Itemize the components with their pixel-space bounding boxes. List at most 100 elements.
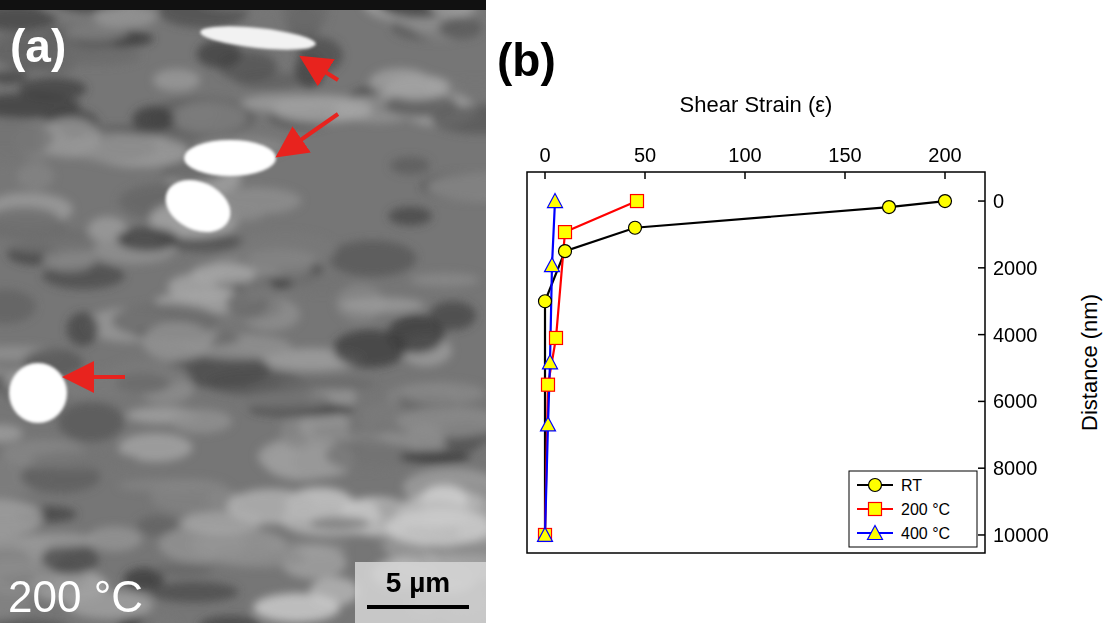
x-axis-title: Shear Strain (ε) xyxy=(680,92,833,117)
grain xyxy=(129,231,160,249)
y-tick xyxy=(978,334,985,336)
x-tick-label: 50 xyxy=(634,144,656,166)
grain xyxy=(170,409,232,433)
x-tick xyxy=(944,172,946,179)
grain xyxy=(385,510,486,546)
grain xyxy=(0,499,43,538)
data-point xyxy=(545,258,560,272)
y-tick-label: 4000 xyxy=(993,324,1038,346)
grain xyxy=(439,17,482,39)
panel-label: (b) xyxy=(497,34,556,86)
scale-bar xyxy=(367,605,469,609)
data-point xyxy=(539,528,552,541)
particle xyxy=(9,363,67,423)
series-line xyxy=(545,201,637,535)
particles xyxy=(9,22,317,423)
grain xyxy=(278,378,376,391)
grain xyxy=(426,173,486,201)
grain xyxy=(30,451,139,470)
grain xyxy=(171,101,247,134)
plot-frame xyxy=(527,172,985,553)
grain xyxy=(388,207,432,226)
legend: RT200 °C400 °C xyxy=(849,471,977,547)
data-point xyxy=(629,221,642,234)
y-axis-title: Distance (nm) xyxy=(1077,294,1102,431)
data-point xyxy=(883,201,896,214)
data-point xyxy=(538,527,553,541)
y-tick xyxy=(978,467,985,469)
grain xyxy=(390,157,430,175)
data-point xyxy=(542,378,555,391)
data-point xyxy=(543,355,558,369)
grain xyxy=(406,424,444,455)
grain xyxy=(7,239,97,254)
x-tick-label: 200 xyxy=(928,144,961,166)
grain xyxy=(369,68,431,97)
grain xyxy=(118,479,224,492)
y-tick-label: 6000 xyxy=(993,390,1038,412)
grain xyxy=(132,106,174,132)
x-tick-label: 0 xyxy=(539,144,550,166)
grain xyxy=(153,69,200,91)
grain-texture xyxy=(0,0,486,623)
y-tick xyxy=(978,534,985,536)
grain xyxy=(138,615,178,623)
series-line xyxy=(545,201,945,535)
x-tick xyxy=(644,172,646,179)
micrograph xyxy=(0,0,486,623)
grain xyxy=(191,263,256,286)
grain xyxy=(309,516,370,530)
legend-label: 200 °C xyxy=(901,501,950,518)
y-tick-label: 8000 xyxy=(993,457,1038,479)
data-point xyxy=(539,528,552,541)
grain xyxy=(17,533,97,548)
grain xyxy=(0,206,60,232)
figure: (a)200 °C5 µm(b)Shear Strain (ε)05010015… xyxy=(0,0,1115,623)
legend-box xyxy=(849,471,977,547)
grain xyxy=(67,312,99,346)
particle xyxy=(184,140,276,176)
legend-label: 400 °C xyxy=(901,525,950,542)
data-point xyxy=(539,295,552,308)
scale-bar-ground xyxy=(355,562,486,623)
y-tick xyxy=(978,200,985,202)
data-point xyxy=(559,245,572,258)
particle xyxy=(157,170,239,242)
arrow xyxy=(70,375,125,379)
grain xyxy=(328,240,416,277)
grain xyxy=(340,297,425,312)
scale-bar-label: 5 µm xyxy=(386,567,450,598)
grain xyxy=(246,249,316,270)
grain xyxy=(293,272,351,293)
y-tick xyxy=(978,401,985,403)
grain xyxy=(387,315,444,354)
temperature-label: 200 °C xyxy=(8,572,143,621)
data-point xyxy=(541,417,556,431)
grain xyxy=(150,582,239,603)
grain xyxy=(402,382,486,403)
y-tick xyxy=(978,267,985,269)
x-tick xyxy=(544,172,546,179)
y-tick-label: 2000 xyxy=(993,257,1038,279)
grain xyxy=(0,93,81,118)
grain xyxy=(0,289,36,323)
particle xyxy=(199,22,316,54)
grain xyxy=(241,94,329,112)
data-point xyxy=(548,194,563,208)
grain xyxy=(58,402,125,442)
data-point xyxy=(631,195,644,208)
grain xyxy=(399,451,471,464)
grain xyxy=(0,120,53,156)
grain xyxy=(212,548,306,567)
x-tick xyxy=(844,172,846,179)
grain xyxy=(0,424,23,442)
data-point xyxy=(550,331,563,344)
arrow xyxy=(306,60,338,80)
legend-marker xyxy=(868,526,883,540)
grain xyxy=(117,227,179,251)
grain xyxy=(325,439,406,471)
legend-marker xyxy=(869,479,882,492)
panel-label: (a) xyxy=(10,20,66,72)
data-point xyxy=(939,195,952,208)
data-point xyxy=(559,226,572,239)
